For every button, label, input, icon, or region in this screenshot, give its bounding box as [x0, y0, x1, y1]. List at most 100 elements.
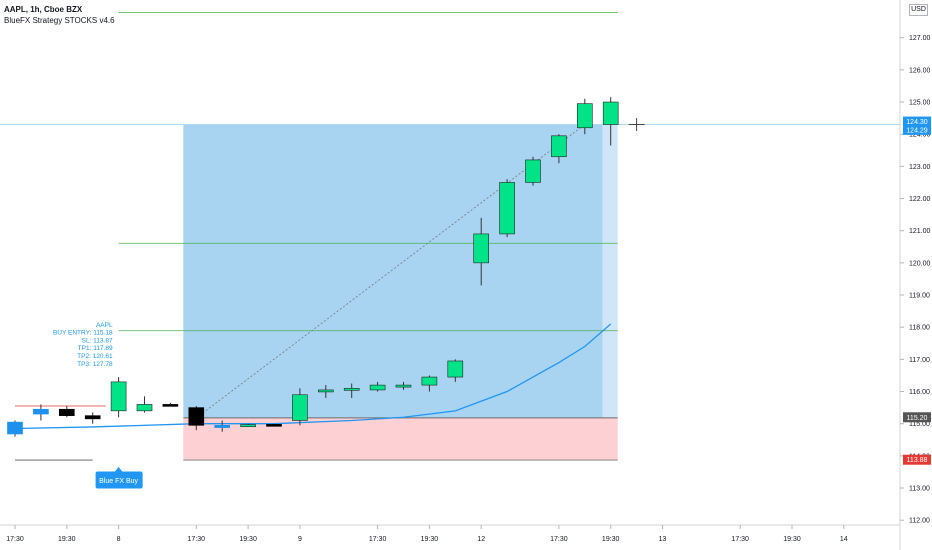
buy-signal-arrow-icon [114, 467, 123, 472]
candle-body [292, 394, 308, 421]
price-tick-label: 120.00 [909, 260, 931, 267]
time-tick-label: 19:30 [602, 536, 620, 543]
time-tick-label: 17:30 [731, 536, 749, 543]
candle-body [240, 424, 256, 427]
price-tick-label: 123.00 [909, 164, 931, 171]
candle-13[interactable] [343, 383, 360, 398]
price-tick-label: 124.00 [909, 132, 931, 139]
candle-body [576, 103, 593, 129]
candle-16[interactable] [421, 375, 438, 392]
price-tag: 113.88 [903, 454, 931, 465]
time-tick-label: 14 [840, 536, 848, 543]
candle-1[interactable] [33, 404, 49, 421]
price-tag-label: 124.30 [906, 119, 928, 126]
candle-body [266, 424, 282, 427]
time-tick-label: 17:30 [6, 536, 24, 543]
time-tick-label: 19:30 [58, 536, 76, 543]
chart-legend: AAPL, 1h, Cboe BZX BlueFX Strategy STOCK… [4, 4, 115, 26]
indicator-line: BlueFX Strategy STOCKS v4.6 [4, 16, 115, 25]
price-tick-label: 126.00 [909, 67, 931, 74]
time-tick-label: 19:30 [783, 536, 801, 543]
candle-body [33, 408, 49, 415]
currency-button[interactable]: USD [909, 4, 928, 16]
candle-22[interactable] [576, 98, 593, 135]
candle-body [110, 381, 127, 412]
time-tick-label: 13 [659, 536, 667, 543]
candle-4[interactable] [110, 377, 127, 418]
signal-info-line: BUY ENTRY: 115.18 [53, 330, 113, 337]
candle-body [447, 360, 464, 378]
time-tick-label: 17:30 [188, 536, 206, 543]
candle-14[interactable] [369, 381, 386, 392]
candle-body [58, 408, 75, 416]
price-tick-label: 122.00 [909, 196, 931, 203]
price-tick-label: 112.00 [909, 518, 930, 525]
projection-line [196, 124, 586, 419]
price-tick-label: 119.00 [909, 293, 930, 300]
candle-body [499, 182, 515, 235]
buy-signal-box [95, 471, 143, 489]
price-tag-label: 113.88 [907, 457, 928, 464]
candle-body [525, 159, 541, 183]
candle-20[interactable] [525, 156, 541, 186]
candle-body [602, 101, 619, 125]
candle-17[interactable] [447, 359, 464, 382]
price-tick-label: 117.00 [909, 357, 930, 364]
price-tag: 124.29 [903, 124, 931, 135]
time-tick-label: 17:30 [369, 536, 387, 543]
candle-body [473, 233, 490, 264]
candle-21[interactable] [551, 134, 567, 164]
price-tick-label: 121.00 [909, 228, 931, 235]
price-tag-box [903, 124, 931, 135]
price-tick-label: 118.00 [909, 325, 930, 332]
candle-18[interactable] [473, 217, 490, 286]
signal-info-line: TP1: 117.89 [78, 345, 113, 352]
time-tick-label: 8 [117, 536, 121, 543]
candle-24[interactable] [628, 118, 645, 131]
buy-signal-marker[interactable]: Blue FX Buy [95, 467, 143, 489]
time-tick-label: 19:30 [421, 536, 439, 543]
candle-body [369, 384, 386, 391]
time-tick-label: 9 [298, 536, 302, 543]
profit-zone-current [602, 124, 618, 418]
candle-body [84, 415, 101, 420]
candle-8[interactable] [214, 420, 230, 432]
price-tag-box [903, 412, 931, 423]
candle-0[interactable] [7, 420, 23, 437]
candle-12[interactable] [317, 385, 334, 398]
price-tick-label: 116.00 [909, 389, 930, 396]
candle-19[interactable] [499, 179, 515, 238]
price-tag-label: 124.29 [906, 127, 928, 134]
buy-signal-label: Blue FX Buy [99, 478, 138, 485]
price-tag-label: 115.20 [907, 415, 928, 422]
candle-body [214, 425, 230, 428]
candle-body [343, 388, 360, 391]
candle-body [136, 404, 153, 412]
candle-6[interactable] [162, 402, 179, 407]
time-tick-label: 12 [477, 536, 485, 543]
candle-23[interactable] [602, 97, 619, 146]
candle-5[interactable] [136, 396, 153, 413]
candle-body [551, 135, 567, 158]
signal-info-line: TP2: 120.61 [77, 353, 113, 360]
candle-9[interactable] [240, 423, 256, 427]
price-tick-label: 127.00 [909, 35, 931, 42]
price-tag: 115.20 [903, 412, 931, 423]
time-tick-label: 19:30 [239, 536, 257, 543]
candle-7[interactable] [188, 406, 205, 431]
symbol-line: AAPL, 1h, Cboe BZX [4, 5, 83, 14]
signal-info-line: AAPL [96, 322, 113, 329]
moving-average-line [14, 323, 612, 430]
price-tick-label: 115.00 [909, 421, 930, 428]
candle-body [395, 384, 412, 388]
candle-body [7, 421, 23, 435]
price-tick-label: 125.00 [909, 100, 931, 107]
candle-15[interactable] [395, 381, 412, 390]
signal-info-line: TP3: 127.78 [77, 361, 113, 368]
candle-11[interactable] [292, 388, 308, 426]
candle-2[interactable] [58, 406, 75, 418]
candle-10[interactable] [266, 423, 282, 427]
candle-3[interactable] [84, 412, 101, 424]
